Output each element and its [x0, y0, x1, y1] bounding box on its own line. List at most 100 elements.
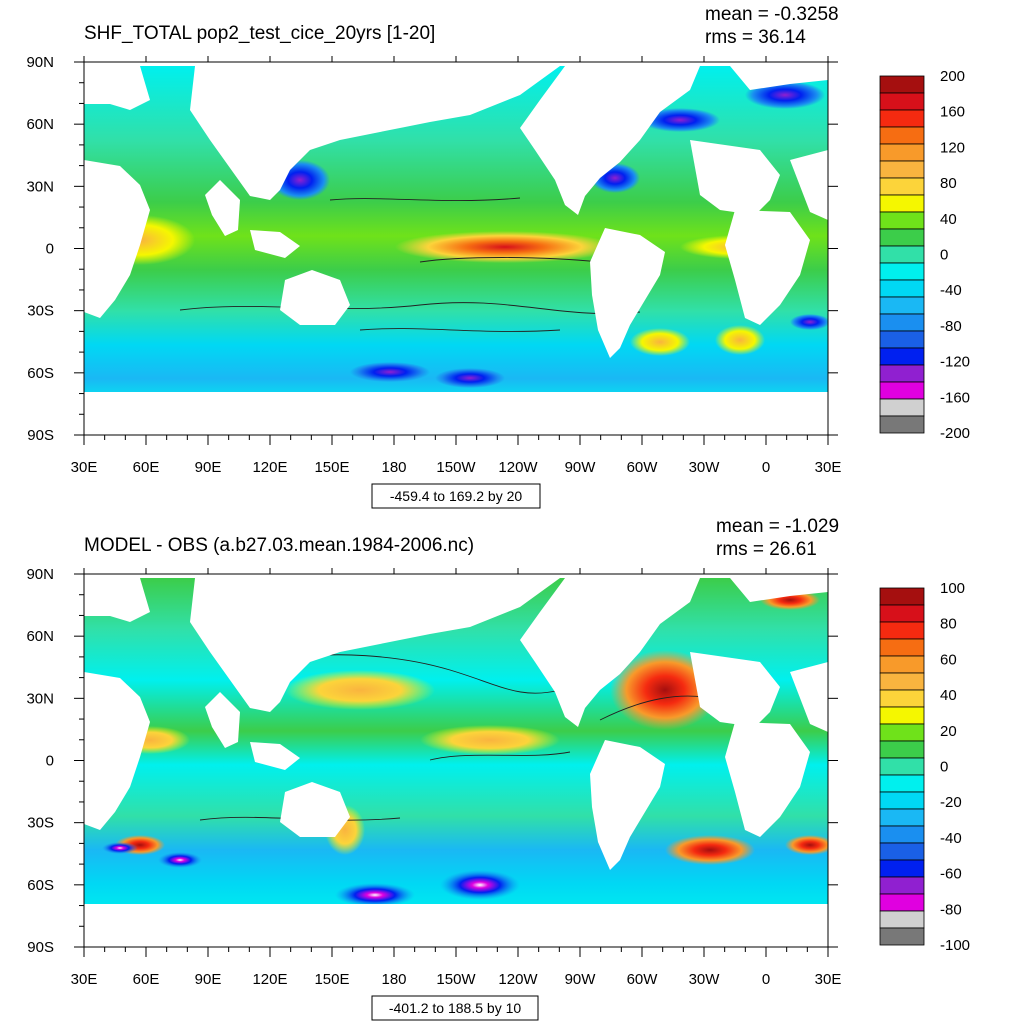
colorbar-swatch	[879, 177, 925, 196]
colorbar-swatch	[879, 927, 925, 946]
colorbar-swatch	[879, 893, 925, 912]
colorbar-label: 80	[940, 175, 957, 192]
x-tick-label: 90E	[195, 459, 222, 476]
y-tick-label: 60S	[27, 365, 54, 382]
x-tick-label: 180	[381, 971, 406, 988]
x-tick-label: 30E	[71, 971, 98, 988]
colorbar-swatch	[879, 740, 925, 759]
colorbar-label: -40	[940, 282, 962, 299]
y-tick-label: 30N	[26, 690, 54, 707]
colorbar-swatch	[879, 415, 925, 434]
colorbar-swatch	[879, 75, 925, 94]
colorbar-label: 60	[940, 651, 957, 668]
colorbar-swatch	[879, 347, 925, 366]
colorbar-swatch	[879, 330, 925, 349]
colorbar-swatch	[879, 228, 925, 247]
colorbar-swatch	[879, 621, 925, 640]
colorbar-label: 0	[940, 759, 948, 776]
colorbar-swatch	[879, 262, 925, 281]
y-tick-label: 60N	[26, 116, 54, 133]
contour-info: -401.2 to 188.5 by 10	[389, 1000, 522, 1016]
colorbar-swatch	[879, 672, 925, 691]
colorbar-label: 20	[940, 723, 957, 740]
colorbar-swatch	[879, 825, 925, 844]
colorbar-swatch	[879, 604, 925, 623]
colorbar-label: -60	[940, 866, 962, 883]
colorbar-label: 40	[940, 211, 957, 228]
contour-info: -459.4 to 169.2 by 20	[390, 488, 523, 504]
x-tick-label: 30W	[689, 971, 721, 988]
axis-ticks: 30E 60E 90E 120E 150E 180 150W 120W 90W 60W 30W 0 30…	[26, 54, 841, 476]
colorbar-label: 100	[940, 580, 965, 597]
axis-ticks: 30E 60E 90E 120E 150E 180 150W 120W 90W 60W 30W 0 30…	[26, 566, 841, 988]
x-tick-label: 30E	[815, 971, 842, 988]
y-tick-label: 90S	[27, 939, 54, 956]
y-tick-label: 60N	[26, 628, 54, 645]
colorbar-label: -160	[940, 389, 970, 406]
x-tick-label: 120E	[252, 971, 287, 988]
x-tick-label: 90E	[195, 971, 222, 988]
x-tick-label: 60E	[133, 971, 160, 988]
colorbar-swatch	[879, 655, 925, 674]
colorbar-swatch	[879, 398, 925, 417]
colorbar-swatch	[879, 723, 925, 742]
colorbar-label: 120	[940, 139, 965, 156]
x-tick-label: 60W	[627, 459, 659, 476]
x-tick-label: 30E	[815, 459, 842, 476]
colorbar-swatch	[879, 381, 925, 400]
x-tick-label: 180	[381, 459, 406, 476]
colorbar-swatch	[879, 160, 925, 179]
x-tick-label: 30W	[689, 459, 721, 476]
colorbar-swatch	[879, 92, 925, 111]
colorbar-label: -200	[940, 425, 970, 442]
colorbar: 200 160 120 80 40 0 -40 -80 -120 -160 -200	[879, 68, 970, 442]
colorbar: 100 80 60 40 20 0 -20 -40 -60 -80 -100	[879, 580, 970, 954]
y-tick-label: 60S	[27, 877, 54, 894]
colorbar-swatch	[879, 859, 925, 878]
x-tick-label: 0	[762, 971, 770, 988]
x-tick-label: 60E	[133, 459, 160, 476]
panel-total-shf: SHF_TOTAL pop2_test_cice_20yrs [1-20] me…	[26, 4, 970, 509]
colorbar-label: -100	[940, 937, 970, 954]
colorbar-label: -20	[940, 794, 962, 811]
colorbar-swatch	[879, 279, 925, 298]
panel-title: MODEL - OBS (a.b27.03.mean.1984-2006.nc)	[84, 535, 474, 556]
x-tick-label: 150W	[436, 971, 476, 988]
colorbar-swatch	[879, 638, 925, 657]
colorbar-swatch	[879, 364, 925, 383]
x-tick-label: 30E	[71, 459, 98, 476]
x-tick-label: 150W	[436, 459, 476, 476]
rms-stat: rms = 26.61	[716, 539, 817, 560]
contour-info-box	[371, 995, 539, 1021]
y-tick-label: 0	[46, 753, 54, 770]
colorbar-swatch	[879, 689, 925, 708]
colorbar-swatch	[879, 126, 925, 145]
continents	[84, 574, 828, 947]
colorbar-swatch	[879, 842, 925, 861]
colorbar-swatch	[879, 245, 925, 264]
colorbar-swatch	[879, 791, 925, 810]
colorbar-label: 160	[940, 104, 965, 121]
colorbar-swatch	[879, 910, 925, 929]
colorbar-swatch	[879, 808, 925, 827]
x-tick-label: 120W	[498, 971, 538, 988]
colorbar-label: 40	[940, 687, 957, 704]
colorbar-swatch	[879, 143, 925, 162]
colorbar-swatch	[879, 296, 925, 315]
colorbar-swatch	[879, 587, 925, 606]
colorbar-swatch	[879, 109, 925, 128]
colorbar-swatch	[879, 757, 925, 776]
x-tick-label: 60W	[627, 971, 659, 988]
y-tick-label: 0	[46, 241, 54, 258]
y-tick-label: 90S	[27, 427, 54, 444]
x-tick-label: 150E	[314, 459, 349, 476]
rms-stat: rms = 36.14	[705, 27, 806, 48]
y-tick-label: 30S	[27, 303, 54, 320]
map-field	[84, 574, 828, 947]
colorbar-label: -80	[940, 318, 962, 335]
colorbar-swatch	[879, 211, 925, 230]
mean-stat: mean = -0.3258	[705, 4, 839, 25]
x-tick-label: 120W	[498, 459, 538, 476]
panel-model-minus-obs: MODEL - OBS (a.b27.03.mean.1984-2006.nc)…	[26, 516, 970, 1021]
y-tick-label: 30S	[27, 815, 54, 832]
